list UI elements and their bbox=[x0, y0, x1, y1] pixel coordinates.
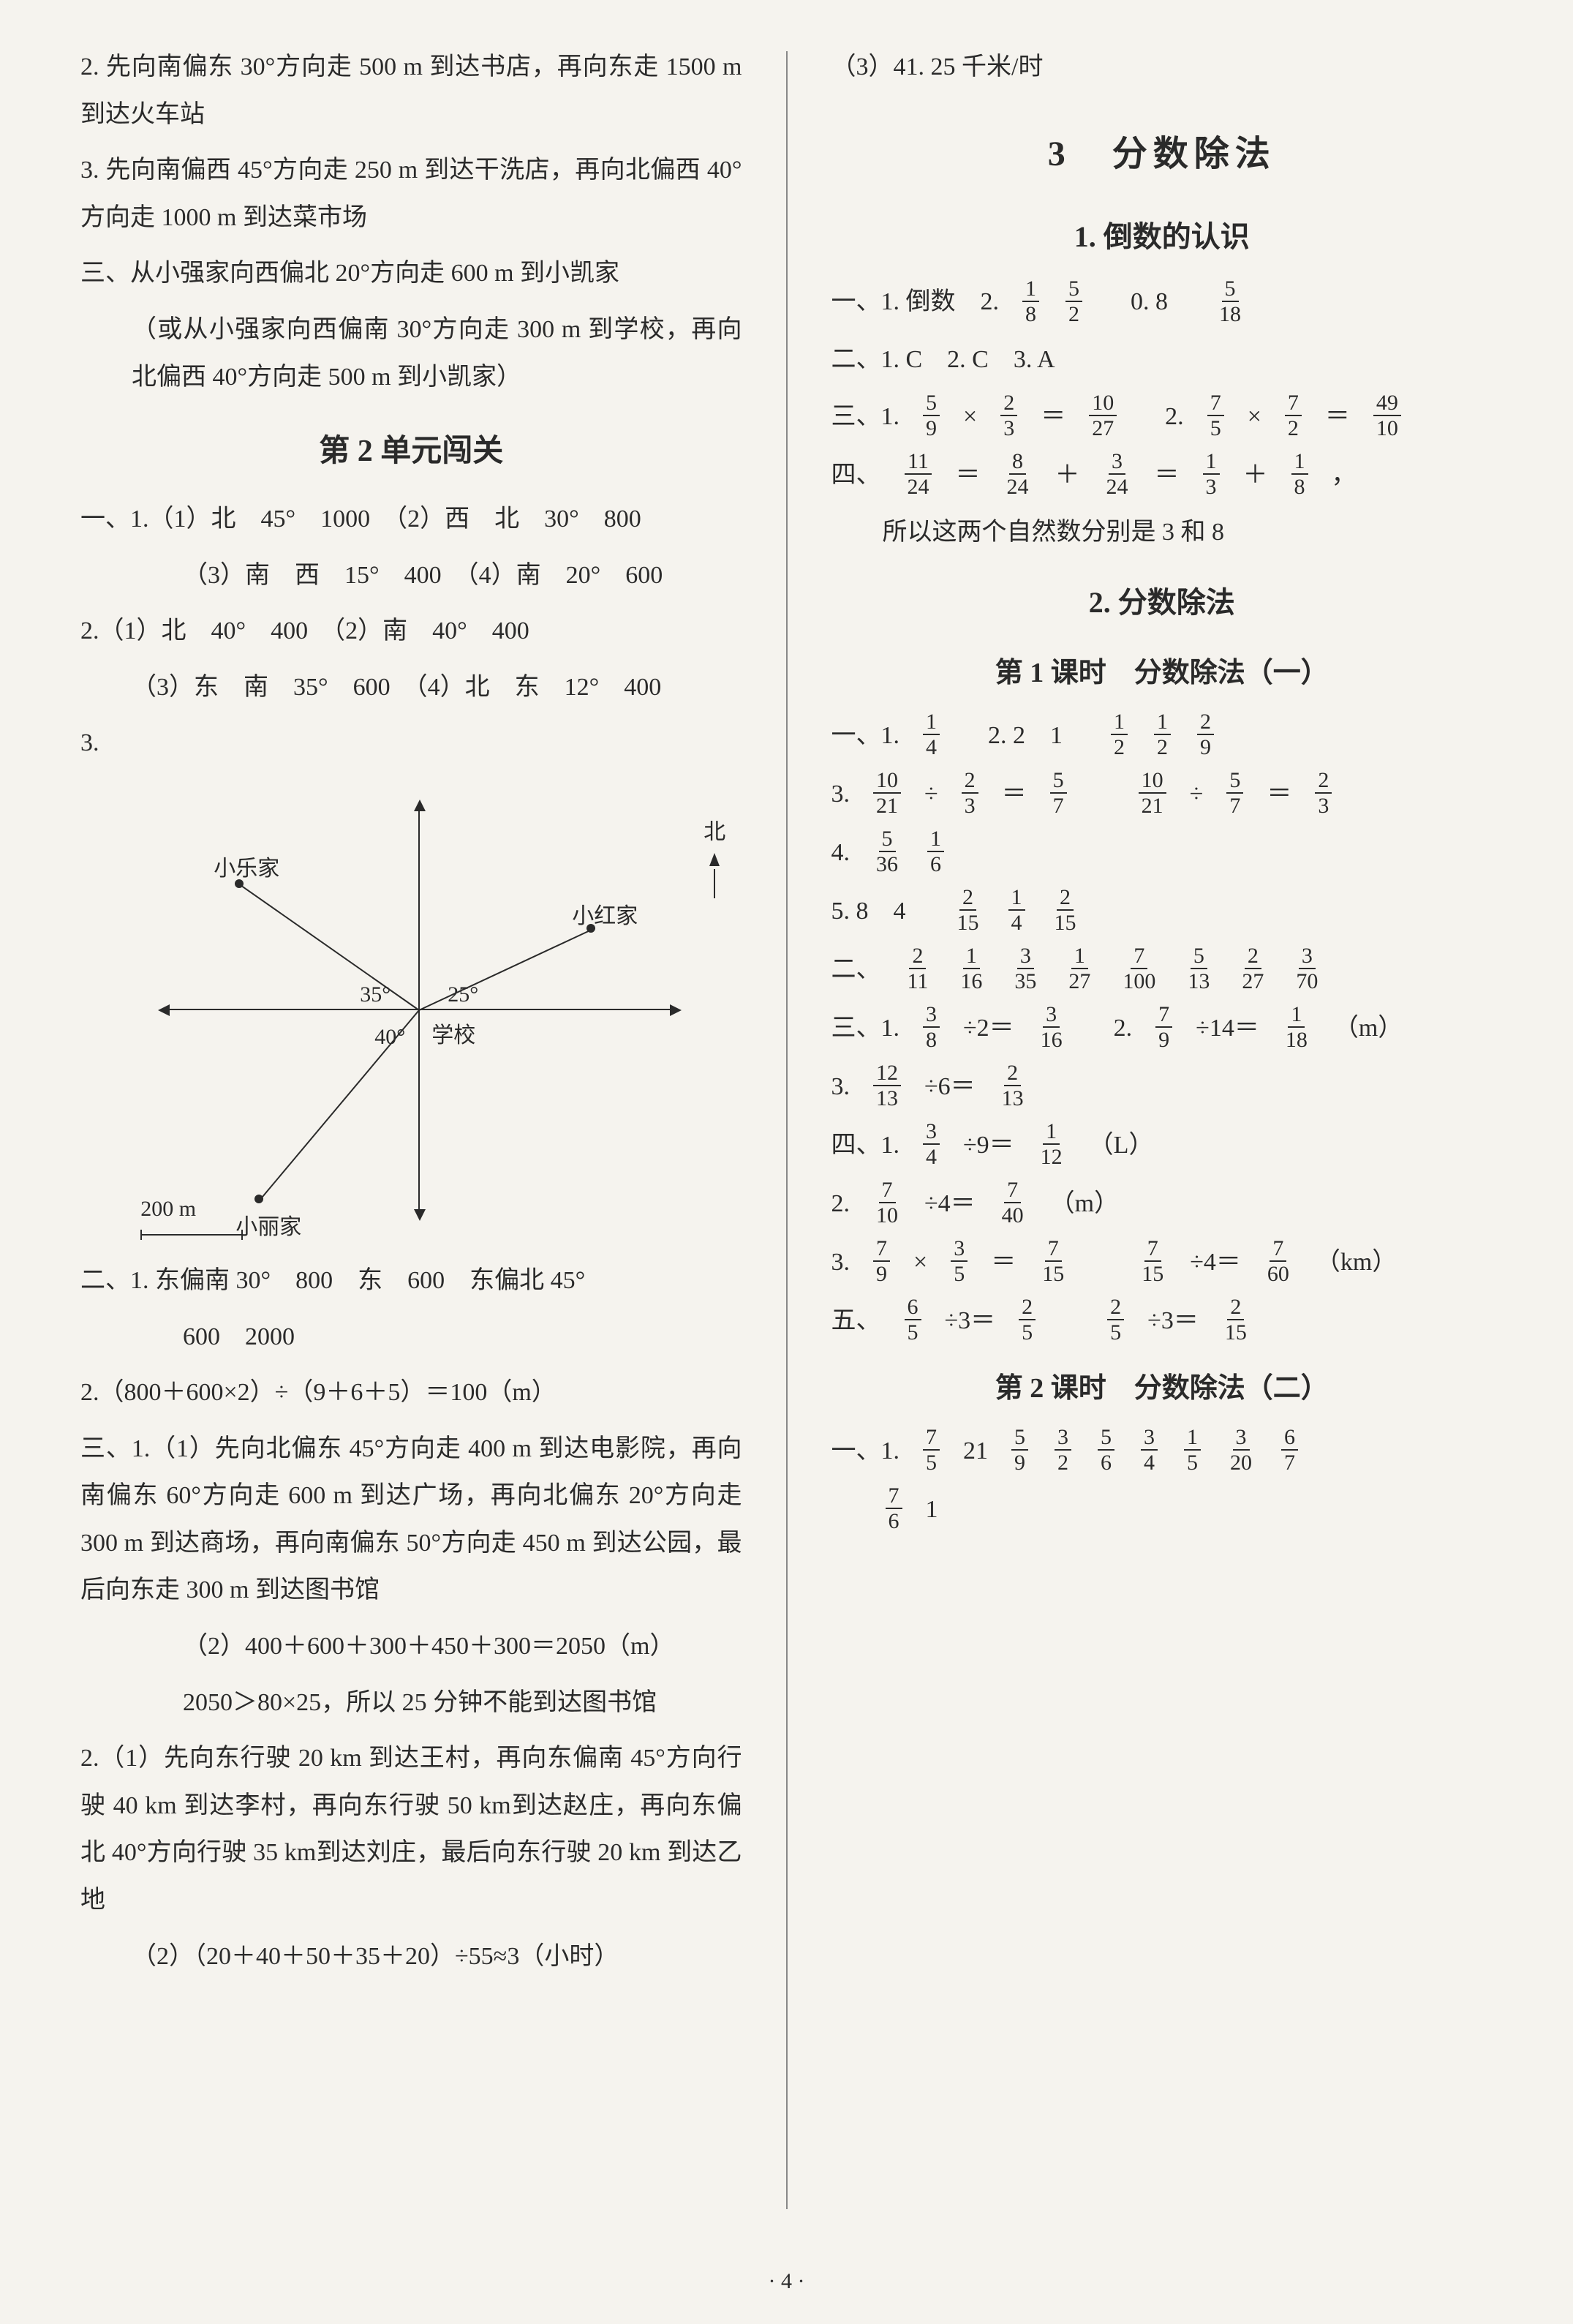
text-line: 2.（1）北 40° 400 （2）南 40° 400 bbox=[80, 608, 742, 655]
text-line: （2）400＋600＋300＋450＋300＝2050（m） bbox=[80, 1623, 742, 1671]
text-line: 三、1.（1）先向北偏东 45°方向走 400 m 到达电影院，再向南偏东 60… bbox=[80, 1426, 742, 1614]
answer-row: 二、 2111163351277100513227370 bbox=[831, 945, 1493, 995]
text-line: 2.（800＋600×2）÷（9＋6＋5）＝100（m） bbox=[80, 1369, 742, 1417]
answer-row: 761 bbox=[831, 1485, 1493, 1535]
text-line: 一、1.（1）北 45° 1000 （2）西 北 30° 800 bbox=[80, 496, 742, 544]
text-line: （3）41. 25 千米/时 bbox=[831, 44, 1493, 91]
text-line: （3）南 西 15° 400 （4）南 20° 600 bbox=[80, 552, 742, 600]
text-line: 所以这两个自然数分别是 3 和 8 bbox=[831, 509, 1493, 557]
text-line: （或从小强家向西偏南 30°方向走 300 m 到学校，再向北偏西 40°方向走… bbox=[80, 307, 742, 401]
scale-label: 200 m bbox=[140, 1188, 243, 1230]
page-number: · 4 · bbox=[769, 2260, 805, 2302]
text-line: 3. bbox=[80, 720, 742, 767]
text-line: 二、1. C 2. C 3. A bbox=[831, 336, 1493, 384]
lesson-heading: 第 2 课时 分数除法（二） bbox=[831, 1362, 1493, 1415]
answer-row: 三、1. 38÷2＝ 316 2. 79÷14＝ 118 （m） bbox=[831, 1004, 1493, 1053]
north-indicator: 北 bbox=[703, 811, 725, 898]
answer-row: 四、1. 34÷9＝ 112 （L） bbox=[831, 1121, 1493, 1170]
diagram-label: 小乐家 bbox=[214, 848, 279, 890]
diagram-angle: 35° bbox=[360, 974, 391, 1015]
section-heading: 1. 倒数的认识 bbox=[831, 209, 1493, 265]
text-line: 2050＞80×25，所以 25 分钟不能到达图书馆 bbox=[80, 1680, 742, 1727]
diagram-label: 学校 bbox=[431, 1015, 475, 1056]
unit-heading: 第 2 单元闯关 bbox=[80, 423, 742, 481]
compass-diagram: 小乐家 小红家 小丽家 学校 35° 25° 40° 200 m 北 bbox=[126, 782, 696, 1236]
section-heading: 2. 分数除法 bbox=[831, 575, 1493, 631]
answer-row: 四、 1124＝ 824＋ 324＝ 13＋ 18 ， bbox=[831, 451, 1493, 500]
answer-row: 3. 1213÷6＝ 213 bbox=[831, 1062, 1493, 1112]
answer-row: 三、1. 59× 23＝ 1027 2. 75× 72＝ 4910 bbox=[831, 392, 1493, 442]
right-column: （3）41. 25 千米/时 3 分数除法 1. 倒数的认识 一、1. 倒数 2… bbox=[817, 44, 1508, 2280]
answer-row: 4. 536 16 bbox=[831, 828, 1493, 878]
answer-row: 3. 79× 35＝ 715 715÷4＝ 760 （km） bbox=[831, 1238, 1493, 1287]
text-line: 2. 先向南偏东 30°方向走 500 m 到达书店，再向东走 1500 m 到… bbox=[80, 44, 742, 138]
diagram-angle: 40° bbox=[374, 1016, 405, 1058]
text-line: 2.（1）先向东行驶 20 km 到达王村，再向东偏南 45°方向行驶 40 k… bbox=[80, 1735, 742, 1924]
text-line: 600 2000 bbox=[80, 1314, 742, 1361]
left-column: 2. 先向南偏东 30°方向走 500 m 到达书店，再向东走 1500 m 到… bbox=[66, 44, 757, 2280]
chapter-heading: 3 分数除法 bbox=[831, 121, 1493, 187]
answer-row: 3. 1021÷ 23＝ 57 1021÷ 57＝ 23 bbox=[831, 770, 1493, 819]
diagram-angle: 25° bbox=[448, 974, 478, 1015]
text-line: 二、1. 东偏南 30° 800 东 600 东偏北 45° bbox=[80, 1257, 742, 1305]
text-line: （2）（20＋40＋50＋35＋20）÷55≈3（小时） bbox=[80, 1933, 742, 1981]
column-divider bbox=[786, 51, 788, 2209]
text-line: （3）东 南 35° 600 （4）北 东 12° 400 bbox=[80, 664, 742, 712]
answer-row: 一、1. 倒数 2. 18 52 0. 8 518 bbox=[831, 278, 1493, 328]
diagram-label: 小丽家 bbox=[235, 1206, 301, 1248]
answer-row: 2. 710÷4＝ 740 （m） bbox=[831, 1179, 1493, 1229]
diagram-label: 小红家 bbox=[572, 895, 638, 937]
text-line: 三、从小强家向西偏北 20°方向走 600 m 到小凯家 bbox=[80, 250, 742, 298]
answer-row: 5. 8 4 215 14 215 bbox=[831, 887, 1493, 936]
answer-row: 五、 65÷3＝ 25 25÷3＝ 215 bbox=[831, 1296, 1493, 1346]
lesson-heading: 第 1 课时 分数除法（一） bbox=[831, 647, 1493, 699]
text-line: 3. 先向南偏西 45°方向走 250 m 到达干洗店，再向北偏西 40°方向走… bbox=[80, 147, 742, 241]
answer-row: 一、1. 7521593256341532067 bbox=[831, 1426, 1493, 1476]
answer-row: 一、1. 14 2. 2 1 12 12 29 bbox=[831, 711, 1493, 761]
